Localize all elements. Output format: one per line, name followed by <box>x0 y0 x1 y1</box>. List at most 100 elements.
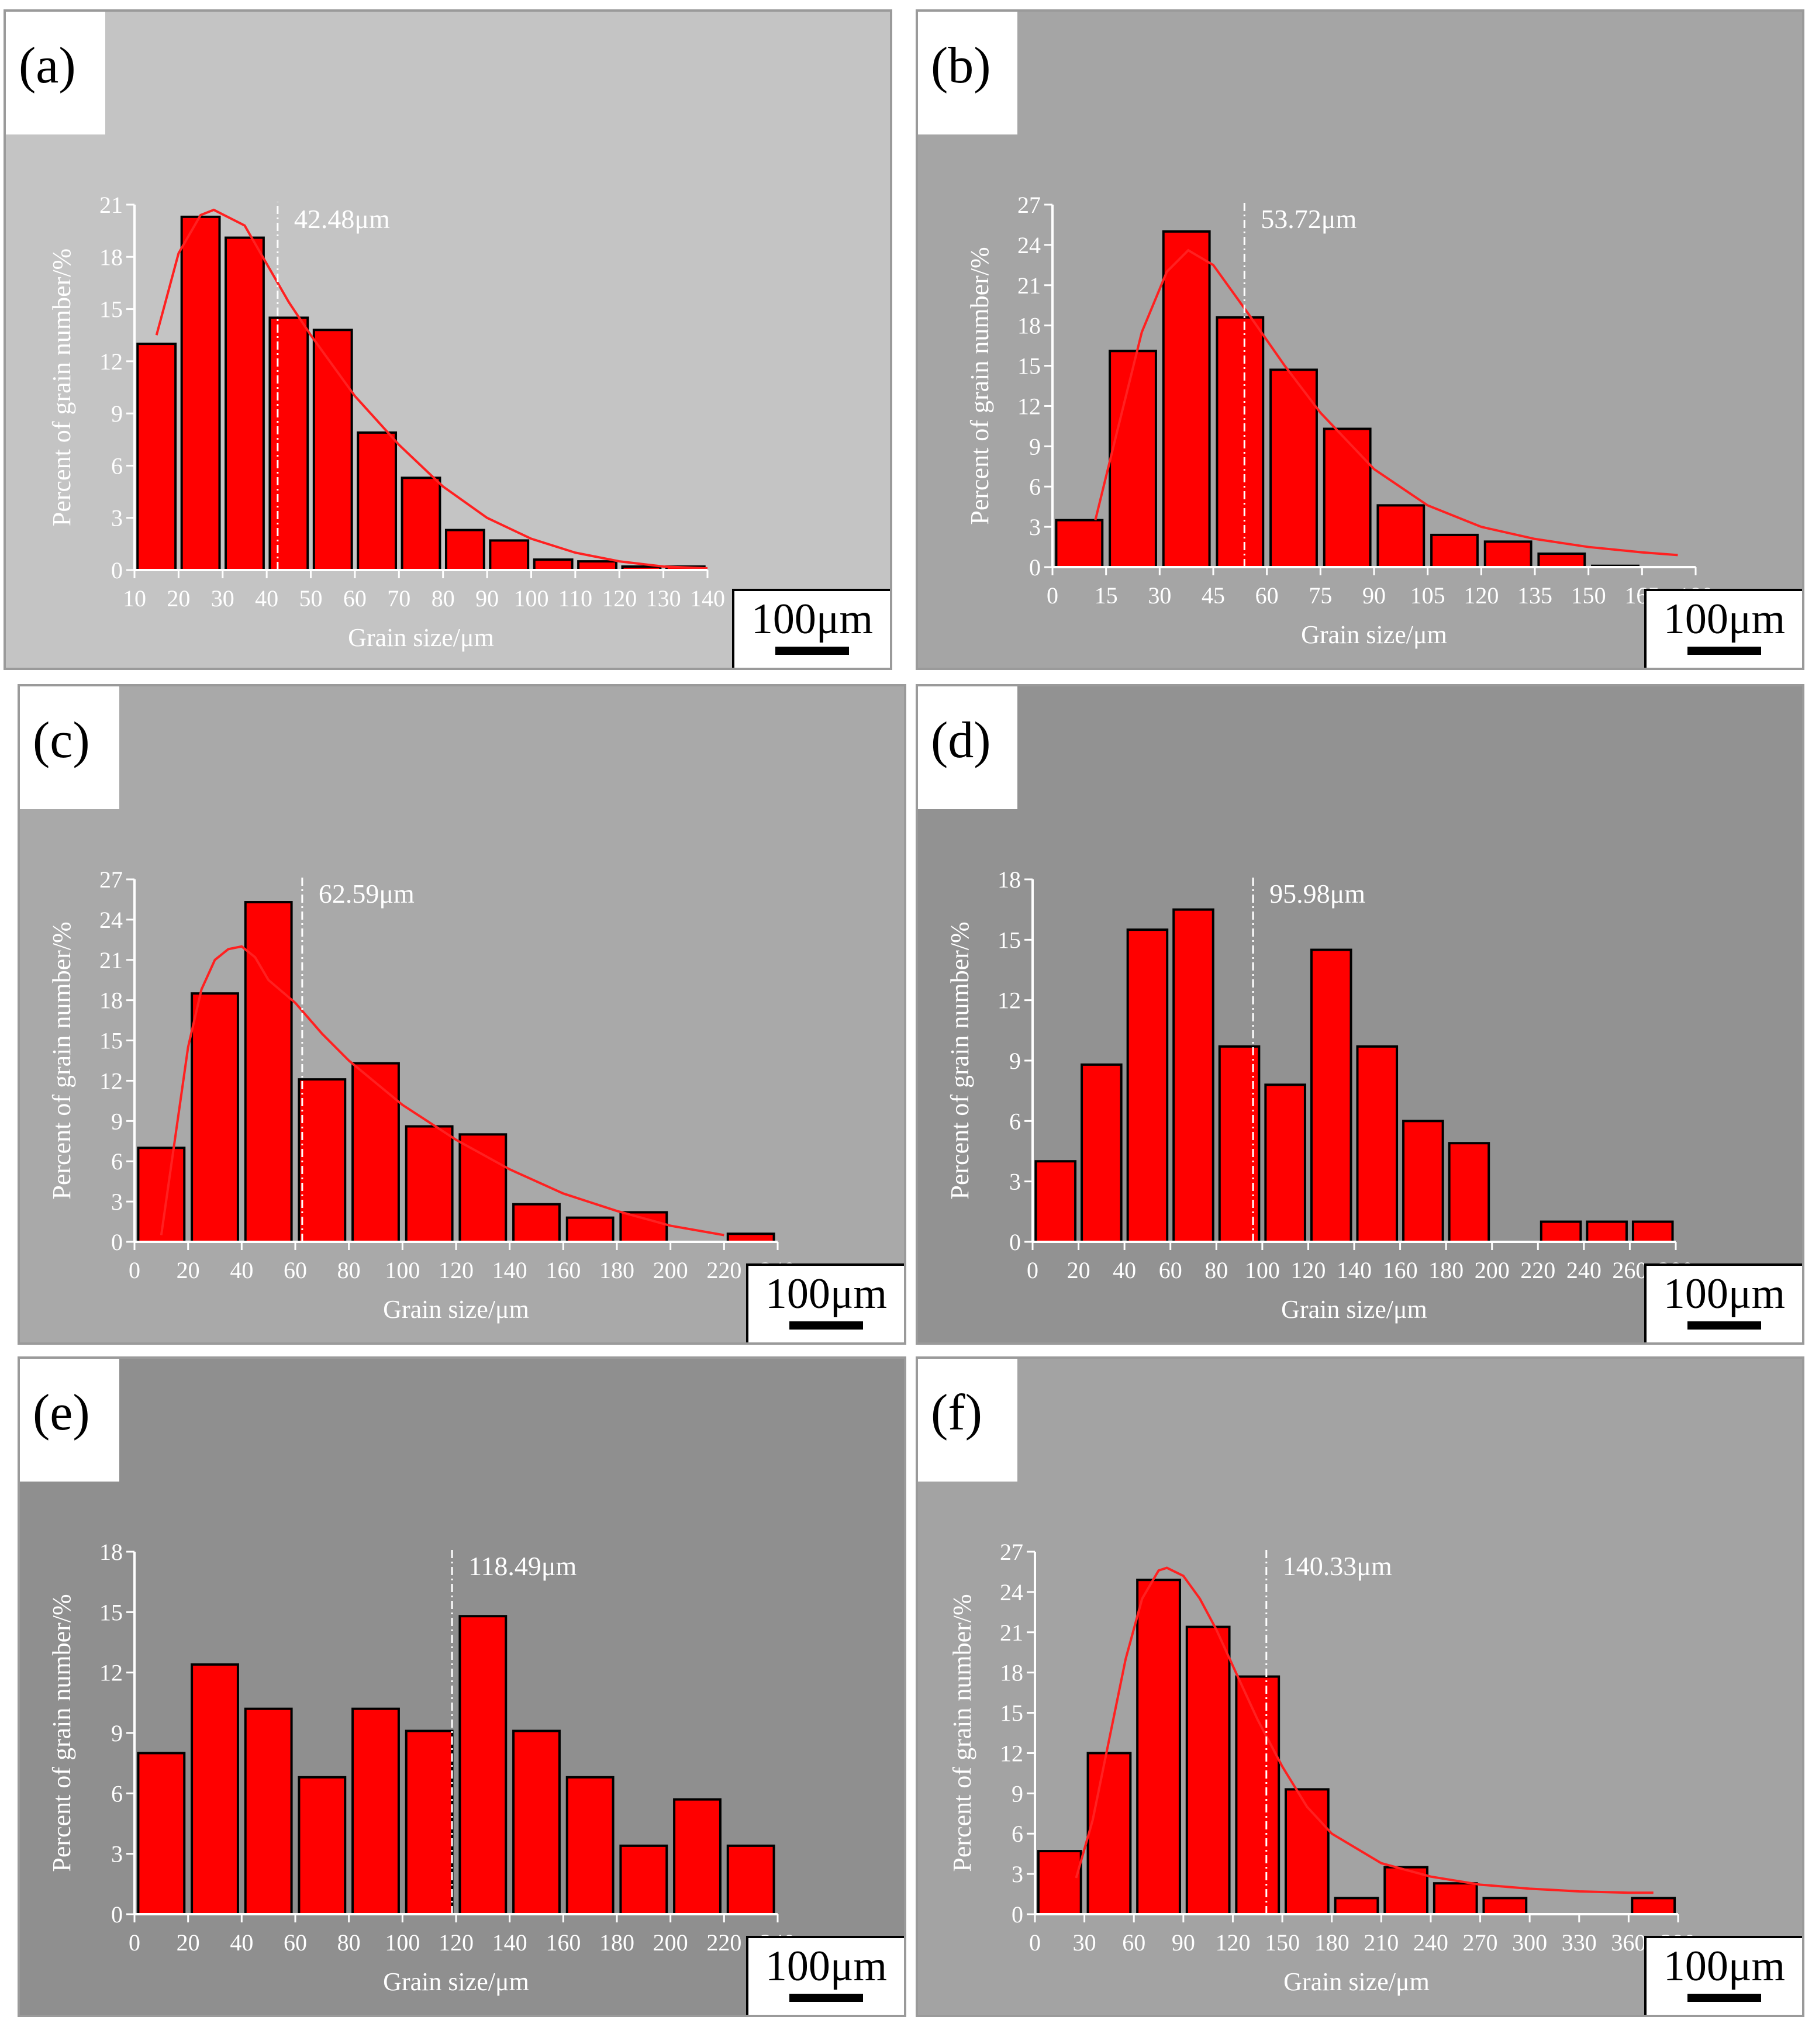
x-tick-label: 180 <box>1314 1929 1349 1956</box>
histogram-bar <box>726 1844 775 1916</box>
x-tick-label: 100 <box>385 1929 420 1956</box>
panel-label: (a) <box>19 37 76 94</box>
x-tick-label: 40 <box>1113 1257 1136 1283</box>
panel-label: (b) <box>931 37 991 94</box>
x-tick-label: 20 <box>177 1257 200 1283</box>
histogram-bar <box>191 992 239 1243</box>
micrograph-background <box>6 12 890 668</box>
x-tick-label: 210 <box>1364 1929 1399 1956</box>
y-tick-label: 12 <box>99 348 123 375</box>
histogram-bar <box>268 316 309 571</box>
y-tick-label: 24 <box>99 907 123 933</box>
y-tick-label: 18 <box>1017 313 1041 339</box>
x-tick-label: 120 <box>439 1929 474 1956</box>
distribution-fit-curve <box>1094 248 1678 557</box>
histogram-bar <box>357 431 398 572</box>
scale-bar: 100μm <box>746 1936 904 2015</box>
histogram-bar <box>1383 1866 1429 1916</box>
x-tick-label: 60 <box>284 1929 307 1956</box>
x-tick-label: 80 <box>337 1257 361 1283</box>
x-tick-label: 60 <box>284 1257 307 1283</box>
panel-label-box: (e) <box>20 1359 119 1482</box>
histogram-bar <box>1136 1579 1181 1915</box>
scale-bar-line <box>789 1994 863 2002</box>
histogram-bar <box>565 1216 615 1244</box>
histogram-bar <box>405 1125 454 1243</box>
y-tick-label: 15 <box>99 296 123 323</box>
x-tick-label: 140 <box>690 585 725 612</box>
micrograph-background <box>20 686 904 1342</box>
x-tick-label: 80 <box>1204 1257 1228 1283</box>
scale-bar-label: 100μm <box>1663 595 1786 643</box>
x-tick-label: 100 <box>513 585 548 612</box>
x-tick-label: 160 <box>1383 1257 1418 1283</box>
histogram-chart: 0204060801001201401601802002202402602800… <box>918 686 1802 1342</box>
y-tick-label: 21 <box>99 947 123 973</box>
histogram-bar <box>180 215 221 572</box>
panel-label: (c) <box>33 712 90 769</box>
histogram-bar <box>1185 1625 1231 1915</box>
histogram-bar <box>1631 1220 1674 1243</box>
histogram-bar <box>137 1147 186 1244</box>
y-tick-label: 3 <box>1029 514 1041 540</box>
x-tick-label: 160 <box>546 1929 581 1956</box>
scale-bar-label: 100μm <box>1663 1270 1786 1318</box>
x-tick-label: 150 <box>1571 582 1606 609</box>
x-tick-label: 10 <box>123 585 146 612</box>
histogram-bar <box>1483 540 1533 568</box>
y-tick-label: 21 <box>99 192 123 218</box>
y-tick-label: 27 <box>1017 192 1041 218</box>
mean-value-label: 42.48μm <box>294 204 390 234</box>
panel-label: (d) <box>931 712 991 769</box>
x-tick-label: 140 <box>492 1257 527 1283</box>
x-tick-label: 110 <box>558 585 593 612</box>
x-tick-label: 20 <box>167 585 190 612</box>
histogram-bar <box>577 560 617 571</box>
histogram-bar <box>1356 1045 1399 1244</box>
y-tick-label: 3 <box>1009 1169 1021 1195</box>
x-tick-label: 60 <box>1255 582 1279 609</box>
x-tick-label: 180 <box>1428 1257 1464 1283</box>
y-tick-label: 15 <box>99 1599 123 1625</box>
histogram-bar <box>1162 230 1211 569</box>
x-tick-label: 50 <box>299 585 323 612</box>
x-tick-label: 45 <box>1202 582 1225 609</box>
histogram-bar <box>1310 948 1352 1243</box>
x-tick-label: 30 <box>1148 582 1171 609</box>
x-tick-label: 30 <box>1073 1929 1096 1956</box>
histogram-bar <box>312 329 353 571</box>
x-tick-label: 120 <box>602 585 637 612</box>
distribution-fit-curve <box>155 208 708 570</box>
panel-label-box: (f) <box>918 1359 1017 1482</box>
x-tick-label: 160 <box>546 1257 581 1283</box>
x-tick-label: 180 <box>599 1257 634 1283</box>
x-tick-label: 200 <box>653 1257 688 1283</box>
histogram-bar <box>1631 1897 1676 1916</box>
x-tick-label: 20 <box>177 1929 200 1956</box>
y-tick-label: 9 <box>1012 1780 1023 1807</box>
x-tick-label: 240 <box>1413 1929 1448 1956</box>
histogram-bar <box>1126 928 1169 1244</box>
histogram-bar <box>533 558 574 572</box>
histogram-bar <box>458 1615 508 1915</box>
panel-label-box: (c) <box>20 686 119 809</box>
x-tick-label: 30 <box>211 585 234 612</box>
x-tick-label: 360 <box>1611 1929 1646 1956</box>
mean-value-label: 118.49μm <box>468 1551 577 1581</box>
y-axis-label: Percent of grain number/% <box>965 247 994 524</box>
y-tick-label: 6 <box>111 1148 123 1175</box>
histogram-bar <box>351 1062 400 1243</box>
x-tick-label: 130 <box>646 585 681 612</box>
x-tick-label: 120 <box>1290 1257 1326 1283</box>
x-tick-label: 0 <box>129 1257 140 1283</box>
x-tick-label: 240 <box>1566 1257 1602 1283</box>
histogram-chart: 0204060801001201401601802002202400369121… <box>20 686 904 1342</box>
x-axis-label: Grain size/μm <box>1281 1295 1427 1324</box>
histogram-bar <box>565 1776 615 1915</box>
y-tick-label: 0 <box>111 557 123 583</box>
y-tick-label: 3 <box>111 1189 123 1215</box>
panel-label-box: (b) <box>918 12 1017 134</box>
scale-bar-label: 100μm <box>1663 1942 1786 1990</box>
x-tick-label: 20 <box>1067 1257 1090 1283</box>
histogram-bar <box>1448 1142 1490 1243</box>
